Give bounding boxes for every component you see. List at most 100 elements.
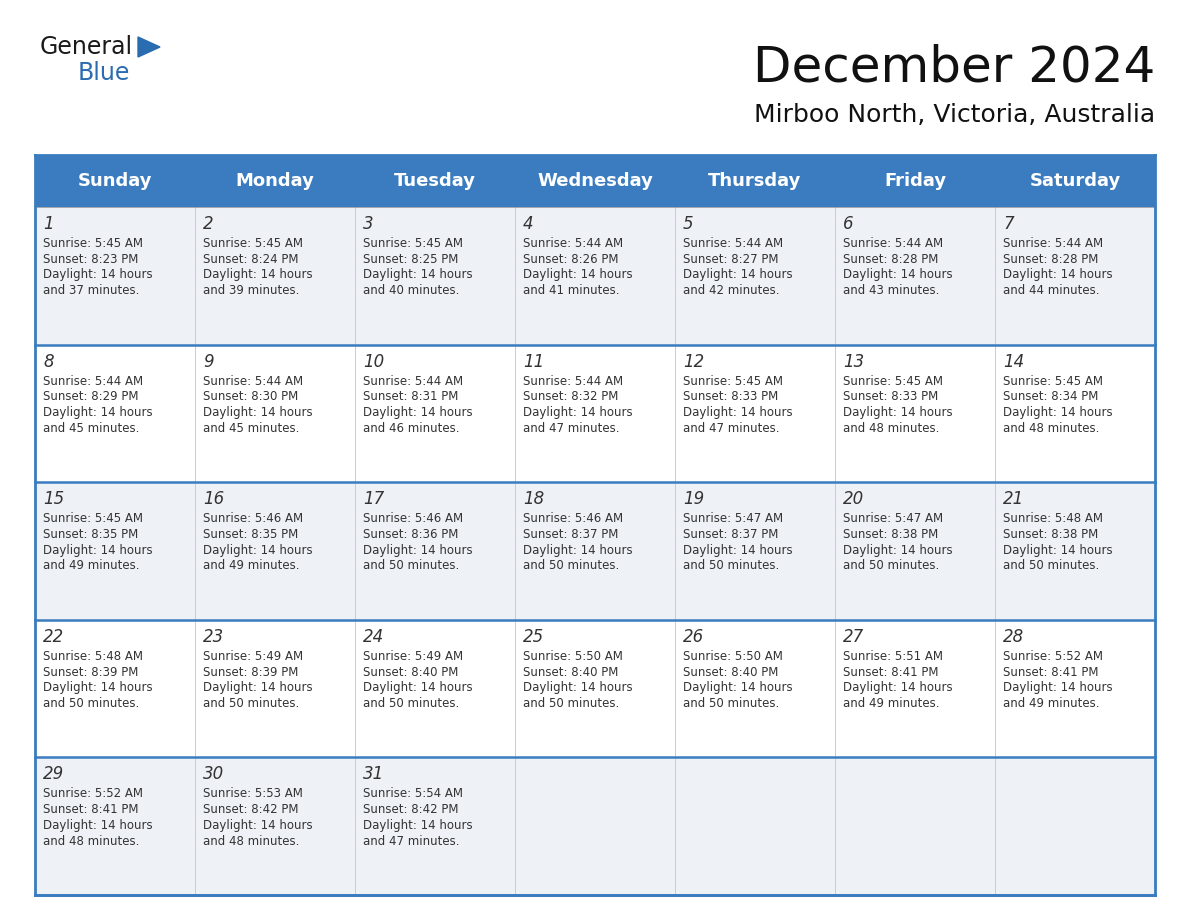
- Text: Sunset: 8:24 PM: Sunset: 8:24 PM: [203, 252, 298, 265]
- Text: Sunset: 8:37 PM: Sunset: 8:37 PM: [683, 528, 778, 541]
- Text: Mirboo North, Victoria, Australia: Mirboo North, Victoria, Australia: [754, 103, 1155, 127]
- Text: Sunrise: 5:44 AM: Sunrise: 5:44 AM: [1003, 237, 1104, 250]
- Text: Daylight: 14 hours: Daylight: 14 hours: [364, 543, 473, 556]
- Bar: [516, 155, 675, 207]
- Text: and 48 minutes.: and 48 minutes.: [843, 421, 940, 435]
- Text: Tuesday: Tuesday: [394, 172, 476, 190]
- Text: and 49 minutes.: and 49 minutes.: [203, 559, 299, 573]
- Text: Sunset: 8:40 PM: Sunset: 8:40 PM: [523, 666, 619, 678]
- Text: 20: 20: [843, 490, 864, 509]
- Text: 7: 7: [1003, 215, 1013, 233]
- Text: Sunset: 8:37 PM: Sunset: 8:37 PM: [523, 528, 619, 541]
- Text: Daylight: 14 hours: Daylight: 14 hours: [203, 819, 312, 832]
- Text: and 50 minutes.: and 50 minutes.: [43, 697, 139, 710]
- Text: 28: 28: [1003, 628, 1024, 645]
- Text: Sunrise: 5:49 AM: Sunrise: 5:49 AM: [203, 650, 303, 663]
- Text: and 50 minutes.: and 50 minutes.: [683, 697, 779, 710]
- Text: Daylight: 14 hours: Daylight: 14 hours: [364, 406, 473, 419]
- Text: and 50 minutes.: and 50 minutes.: [364, 559, 460, 573]
- Text: Daylight: 14 hours: Daylight: 14 hours: [203, 406, 312, 419]
- Text: Sunrise: 5:51 AM: Sunrise: 5:51 AM: [843, 650, 943, 663]
- Text: Sunset: 8:26 PM: Sunset: 8:26 PM: [523, 252, 619, 265]
- Text: Daylight: 14 hours: Daylight: 14 hours: [1003, 406, 1113, 419]
- Text: and 50 minutes.: and 50 minutes.: [523, 559, 619, 573]
- Text: Daylight: 14 hours: Daylight: 14 hours: [523, 681, 633, 694]
- Text: and 44 minutes.: and 44 minutes.: [1003, 285, 1100, 297]
- Text: Sunrise: 5:45 AM: Sunrise: 5:45 AM: [683, 375, 783, 387]
- Text: Daylight: 14 hours: Daylight: 14 hours: [523, 406, 633, 419]
- Text: Sunrise: 5:44 AM: Sunrise: 5:44 AM: [843, 237, 943, 250]
- Bar: [34, 620, 1155, 757]
- Text: Sunrise: 5:44 AM: Sunrise: 5:44 AM: [523, 237, 624, 250]
- Text: Daylight: 14 hours: Daylight: 14 hours: [683, 543, 792, 556]
- Text: Sunset: 8:36 PM: Sunset: 8:36 PM: [364, 528, 459, 541]
- Text: Sunrise: 5:47 AM: Sunrise: 5:47 AM: [843, 512, 943, 525]
- Text: Sunrise: 5:54 AM: Sunrise: 5:54 AM: [364, 788, 463, 800]
- Text: and 39 minutes.: and 39 minutes.: [203, 285, 299, 297]
- Text: Sunset: 8:28 PM: Sunset: 8:28 PM: [1003, 252, 1099, 265]
- Text: and 49 minutes.: and 49 minutes.: [43, 559, 139, 573]
- Text: Daylight: 14 hours: Daylight: 14 hours: [203, 681, 312, 694]
- Text: Sunrise: 5:45 AM: Sunrise: 5:45 AM: [203, 237, 303, 250]
- Text: and 50 minutes.: and 50 minutes.: [1003, 559, 1099, 573]
- Text: Sunset: 8:42 PM: Sunset: 8:42 PM: [364, 803, 459, 816]
- Text: Daylight: 14 hours: Daylight: 14 hours: [843, 406, 953, 419]
- Text: and 42 minutes.: and 42 minutes.: [683, 285, 779, 297]
- Text: 26: 26: [683, 628, 704, 645]
- Text: Sunset: 8:40 PM: Sunset: 8:40 PM: [364, 666, 459, 678]
- Text: Daylight: 14 hours: Daylight: 14 hours: [203, 543, 312, 556]
- Text: 12: 12: [683, 353, 704, 371]
- Text: and 50 minutes.: and 50 minutes.: [843, 559, 940, 573]
- Bar: [34, 155, 195, 207]
- Text: 24: 24: [364, 628, 384, 645]
- Text: and 50 minutes.: and 50 minutes.: [683, 559, 779, 573]
- Text: 10: 10: [364, 353, 384, 371]
- Text: General: General: [40, 35, 133, 59]
- Text: Daylight: 14 hours: Daylight: 14 hours: [523, 543, 633, 556]
- Text: and 41 minutes.: and 41 minutes.: [523, 285, 619, 297]
- Text: 13: 13: [843, 353, 864, 371]
- Text: Sunrise: 5:53 AM: Sunrise: 5:53 AM: [203, 788, 303, 800]
- Text: 21: 21: [1003, 490, 1024, 509]
- Text: Sunset: 8:42 PM: Sunset: 8:42 PM: [203, 803, 298, 816]
- Text: 11: 11: [523, 353, 544, 371]
- Text: and 50 minutes.: and 50 minutes.: [523, 697, 619, 710]
- Text: Sunrise: 5:46 AM: Sunrise: 5:46 AM: [203, 512, 303, 525]
- Text: Sunrise: 5:44 AM: Sunrise: 5:44 AM: [43, 375, 143, 387]
- Text: Sunset: 8:27 PM: Sunset: 8:27 PM: [683, 252, 778, 265]
- Text: and 50 minutes.: and 50 minutes.: [364, 697, 460, 710]
- Text: Sunset: 8:31 PM: Sunset: 8:31 PM: [364, 390, 459, 403]
- Text: Sunrise: 5:48 AM: Sunrise: 5:48 AM: [1003, 512, 1102, 525]
- Text: and 46 minutes.: and 46 minutes.: [364, 421, 460, 435]
- Text: Sunset: 8:33 PM: Sunset: 8:33 PM: [843, 390, 939, 403]
- Text: Sunrise: 5:52 AM: Sunrise: 5:52 AM: [43, 788, 143, 800]
- Bar: [355, 155, 516, 207]
- Text: 8: 8: [43, 353, 53, 371]
- Text: and 40 minutes.: and 40 minutes.: [364, 285, 460, 297]
- Text: Sunset: 8:23 PM: Sunset: 8:23 PM: [43, 252, 138, 265]
- Text: Sunset: 8:38 PM: Sunset: 8:38 PM: [1003, 528, 1098, 541]
- Text: Sunset: 8:41 PM: Sunset: 8:41 PM: [1003, 666, 1099, 678]
- Text: 30: 30: [203, 766, 225, 783]
- Text: Sunrise: 5:44 AM: Sunrise: 5:44 AM: [364, 375, 463, 387]
- Text: Monday: Monday: [235, 172, 315, 190]
- Text: 6: 6: [843, 215, 854, 233]
- Text: Daylight: 14 hours: Daylight: 14 hours: [364, 681, 473, 694]
- Text: Sunrise: 5:45 AM: Sunrise: 5:45 AM: [43, 237, 143, 250]
- Text: 3: 3: [364, 215, 373, 233]
- Text: Daylight: 14 hours: Daylight: 14 hours: [843, 681, 953, 694]
- Text: Sunset: 8:40 PM: Sunset: 8:40 PM: [683, 666, 778, 678]
- Bar: [34, 344, 1155, 482]
- Text: Daylight: 14 hours: Daylight: 14 hours: [364, 268, 473, 282]
- Text: and 49 minutes.: and 49 minutes.: [1003, 697, 1100, 710]
- Text: and 48 minutes.: and 48 minutes.: [203, 834, 299, 847]
- Text: 5: 5: [683, 215, 694, 233]
- Text: December 2024: December 2024: [753, 44, 1155, 92]
- Text: Blue: Blue: [78, 61, 131, 85]
- Text: Wednesday: Wednesday: [537, 172, 653, 190]
- Bar: [835, 155, 996, 207]
- Text: Sunset: 8:25 PM: Sunset: 8:25 PM: [364, 252, 459, 265]
- Text: Daylight: 14 hours: Daylight: 14 hours: [683, 268, 792, 282]
- Text: Daylight: 14 hours: Daylight: 14 hours: [203, 268, 312, 282]
- Text: 9: 9: [203, 353, 214, 371]
